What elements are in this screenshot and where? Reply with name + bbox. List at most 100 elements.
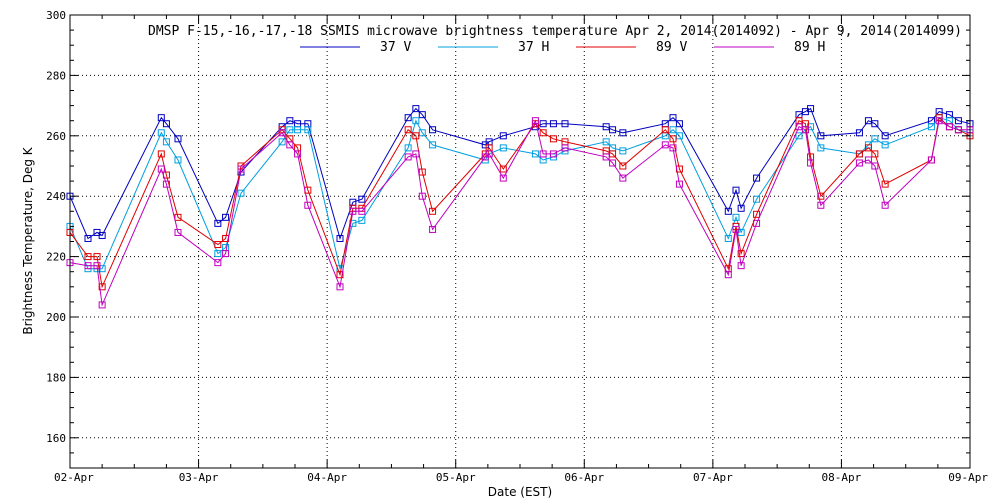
data-point: [795, 132, 803, 140]
data-point: [404, 126, 412, 134]
data-point: [174, 228, 182, 236]
data-point: [669, 114, 677, 122]
data-point: [881, 201, 889, 209]
data-point: [675, 120, 683, 128]
data-point: [881, 132, 889, 140]
x-tick-label: 07-Apr: [693, 471, 733, 484]
chart-title: DMSP F-15,-16,-17,-18 SSMIS microwave br…: [148, 24, 962, 39]
data-point: [84, 253, 92, 261]
data-point: [724, 234, 732, 242]
data-point: [927, 123, 935, 131]
data-point: [732, 213, 740, 221]
data-point: [737, 204, 745, 212]
data-point: [881, 180, 889, 188]
data-point: [157, 150, 165, 158]
data-point: [609, 126, 617, 134]
data-point: [539, 129, 547, 137]
data-point: [669, 144, 677, 152]
data-point: [98, 231, 106, 239]
series-89-v: [66, 114, 974, 291]
data-point: [549, 120, 557, 128]
data-point: [724, 207, 732, 215]
data-point: [864, 144, 872, 152]
data-point: [278, 129, 286, 137]
series-37-v: [66, 105, 974, 242]
data-point: [93, 262, 101, 270]
data-point: [286, 141, 294, 149]
legend: 37 V 37 H 89 V 89 H: [300, 40, 825, 55]
data-point: [954, 117, 962, 125]
data-point: [737, 262, 745, 270]
data-point: [222, 250, 230, 258]
data-point: [412, 150, 420, 158]
data-point: [753, 219, 761, 227]
data-point: [881, 141, 889, 149]
data-point: [336, 283, 344, 291]
ticks: 160 180 200 220 240 260 280 300 02-Apr 03-Apr 04-A…: [46, 9, 988, 484]
series-line: [69, 107, 971, 241]
data-point: [539, 120, 547, 128]
data-point: [609, 159, 617, 167]
series-line: [69, 119, 970, 307]
data-point: [954, 126, 962, 134]
data-point: [336, 271, 344, 279]
data-point: [499, 174, 507, 182]
data-point: [871, 120, 879, 128]
data-point: [93, 253, 101, 261]
data-point: [531, 150, 539, 158]
x-tick-label: 02-Apr: [54, 471, 94, 484]
data-point: [817, 132, 825, 140]
data-point: [499, 165, 507, 173]
y-tick-label: 160: [46, 432, 66, 445]
data-point: [561, 144, 569, 152]
legend-label: 89 H: [794, 40, 825, 55]
data-point: [871, 150, 879, 158]
x-tick-label: 04-Apr: [307, 471, 347, 484]
data-point: [817, 201, 825, 209]
data-point: [669, 135, 677, 143]
y-axis-title: Brightness Temperature, Deg K: [21, 146, 35, 334]
series-line: [69, 116, 971, 289]
data-point: [278, 138, 286, 146]
data-point: [619, 147, 627, 155]
data-point: [84, 234, 92, 242]
data-point: [336, 234, 344, 242]
data-point: [237, 189, 245, 197]
data-point: [162, 138, 170, 146]
data-point: [539, 150, 547, 158]
data-point: [358, 207, 366, 215]
data-point: [286, 117, 294, 125]
data-point: [98, 283, 106, 291]
series-line: [69, 117, 971, 270]
data-point: [602, 153, 610, 161]
x-axis-title: Date (EST): [488, 485, 552, 499]
data-point: [412, 105, 420, 113]
data-point: [404, 144, 412, 152]
y-tick-label: 280: [46, 69, 66, 82]
data-point: [807, 159, 815, 167]
legend-label: 89 V: [656, 40, 687, 55]
data-point: [404, 153, 412, 161]
data-point: [358, 216, 366, 224]
data-point: [619, 129, 627, 137]
x-tick-label: 09-Apr: [948, 471, 988, 484]
data-point: [429, 126, 437, 134]
data-point: [531, 117, 539, 125]
data-point: [84, 262, 92, 270]
data-point: [418, 192, 426, 200]
legend-label: 37 H: [518, 40, 549, 55]
y-tick-label: 220: [46, 251, 66, 264]
data-point: [98, 301, 106, 309]
data-point: [485, 150, 493, 158]
data-point: [807, 105, 815, 113]
data-point: [737, 250, 745, 258]
data-point: [855, 159, 863, 167]
data-point: [214, 259, 222, 267]
y-tick-label: 180: [46, 371, 66, 384]
x-tick-label: 06-Apr: [564, 471, 604, 484]
data-point: [753, 174, 761, 182]
data-point: [412, 117, 420, 125]
data-point: [499, 144, 507, 152]
